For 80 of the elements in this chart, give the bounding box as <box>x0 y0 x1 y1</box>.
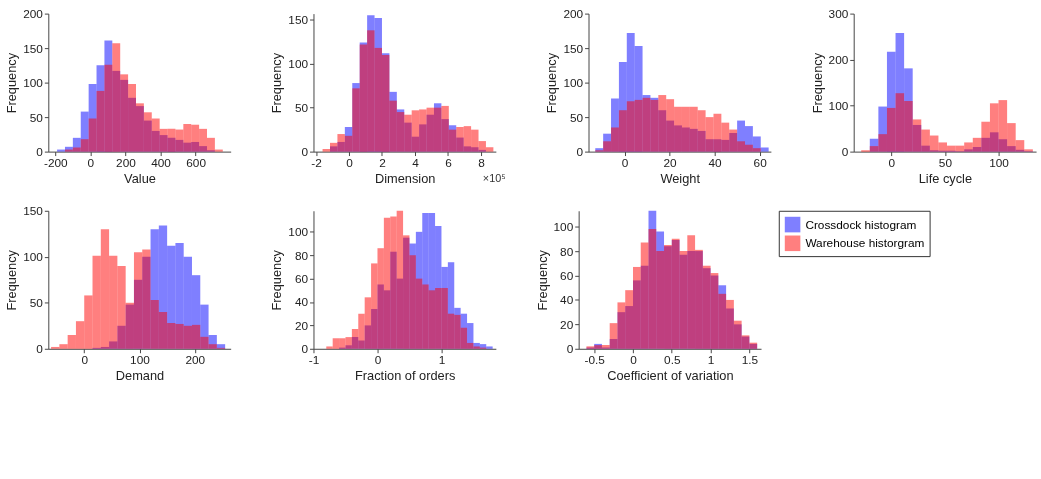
x-axis-title: Value <box>124 170 156 186</box>
x-axis-title: Dimension <box>374 170 436 186</box>
y-tick-label: 50 <box>294 101 309 116</box>
x-tick-label: 0 <box>87 155 95 170</box>
x-tick-label: 0.5 <box>664 353 681 368</box>
y-tick-label: 100 <box>23 76 44 91</box>
x-tick-label: 6 <box>445 155 453 170</box>
y-axis-title: Frequency <box>534 249 550 311</box>
y-tick-label: 150 <box>23 204 44 219</box>
x-tick-label: 2 <box>379 155 386 170</box>
x-tick-label: 0 <box>621 155 629 170</box>
y-tick-label: 200 <box>563 7 584 22</box>
text: ×10⁵ <box>482 172 506 185</box>
y-tick-label: 100 <box>288 225 309 240</box>
x-tick-label: -0.5 <box>584 353 606 368</box>
x-tick-label: -200 <box>43 155 69 170</box>
y-tick-label: 50 <box>29 110 44 125</box>
x-tick-label: 8 <box>478 155 486 170</box>
x-tick-label: 0 <box>888 155 896 170</box>
x-axis-title: Fraction of orders <box>355 367 456 383</box>
x-tick-label: 200 <box>185 353 206 368</box>
y-tick-label: 100 <box>288 57 309 72</box>
y-tick-label: 100 <box>553 220 574 235</box>
x-tick-label: 60 <box>753 155 768 170</box>
y-axis-title: Frequency <box>269 52 285 114</box>
y-tick-label: 40 <box>560 293 574 308</box>
x-tick-label: 0 <box>346 155 354 170</box>
y-tick-label: 300 <box>828 7 849 22</box>
y-tick-label: 100 <box>23 250 44 265</box>
x-tick-label: 0 <box>81 353 89 368</box>
x-axis-title: Coefficient of variation <box>607 367 734 383</box>
x-axis-title: Demand <box>115 367 165 383</box>
y-tick-label: 0 <box>841 145 849 160</box>
y-tick-label: 40 <box>294 295 309 310</box>
x-tick-label: -1 <box>308 353 320 368</box>
x-tick-label: 50 <box>938 155 953 170</box>
y-tick-label: 80 <box>294 248 309 263</box>
y-tick-label: 100 <box>828 99 849 114</box>
x-tick-label: 100 <box>130 353 151 368</box>
x-axis-title: Life cycle <box>918 170 973 186</box>
x-tick-label: -2 <box>311 155 322 170</box>
x-tick-label: 40 <box>708 155 723 170</box>
y-tick-label: 80 <box>560 244 574 259</box>
y-axis-title: Frequency <box>4 52 20 114</box>
x-tick-label: 600 <box>186 155 207 170</box>
x-tick-label: 20 <box>663 155 678 170</box>
y-tick-label: 100 <box>563 76 584 91</box>
y-tick-label: 0 <box>301 145 309 160</box>
x-tick-label: 1 <box>438 353 446 368</box>
y-tick-label: 150 <box>288 13 309 28</box>
y-axis-title: Frequency <box>544 52 560 114</box>
y-tick-label: 60 <box>294 272 309 287</box>
y-tick-label: 0 <box>36 342 44 357</box>
y-tick-label: 0 <box>566 342 574 357</box>
y-tick-label: 50 <box>569 110 584 125</box>
y-tick-label: 0 <box>576 145 584 160</box>
y-tick-label: 20 <box>294 318 309 333</box>
x-tick-label: 4 <box>412 155 420 170</box>
y-tick-label: 150 <box>23 41 44 56</box>
y-axis-title: Frequency <box>4 249 20 311</box>
x-tick-label: 100 <box>989 155 1010 170</box>
x-tick-label: 1 <box>707 353 715 368</box>
y-axis-title: Frequency <box>809 52 825 114</box>
legend-label: Crossdock histogram <box>805 217 917 232</box>
y-tick-label: 50 <box>29 296 44 311</box>
x-tick-label: 0 <box>374 353 382 368</box>
y-tick-label: 60 <box>560 268 574 283</box>
legend-label: Warehouse historgram <box>805 236 925 251</box>
y-tick-label: 200 <box>23 7 44 22</box>
y-tick-label: 20 <box>560 317 574 332</box>
x-tick-label: 400 <box>151 155 172 170</box>
x-tick-label: 200 <box>116 155 137 170</box>
x-tick-label: 0 <box>630 353 638 368</box>
x-axis-title: Weight <box>660 170 701 186</box>
x-tick-label: 1.5 <box>741 353 759 368</box>
y-tick-label: 0 <box>36 145 44 160</box>
y-tick-label: 200 <box>828 53 849 68</box>
y-tick-label: 0 <box>301 342 309 357</box>
y-axis-title: Frequency <box>269 249 285 311</box>
y-tick-label: 150 <box>563 41 584 56</box>
